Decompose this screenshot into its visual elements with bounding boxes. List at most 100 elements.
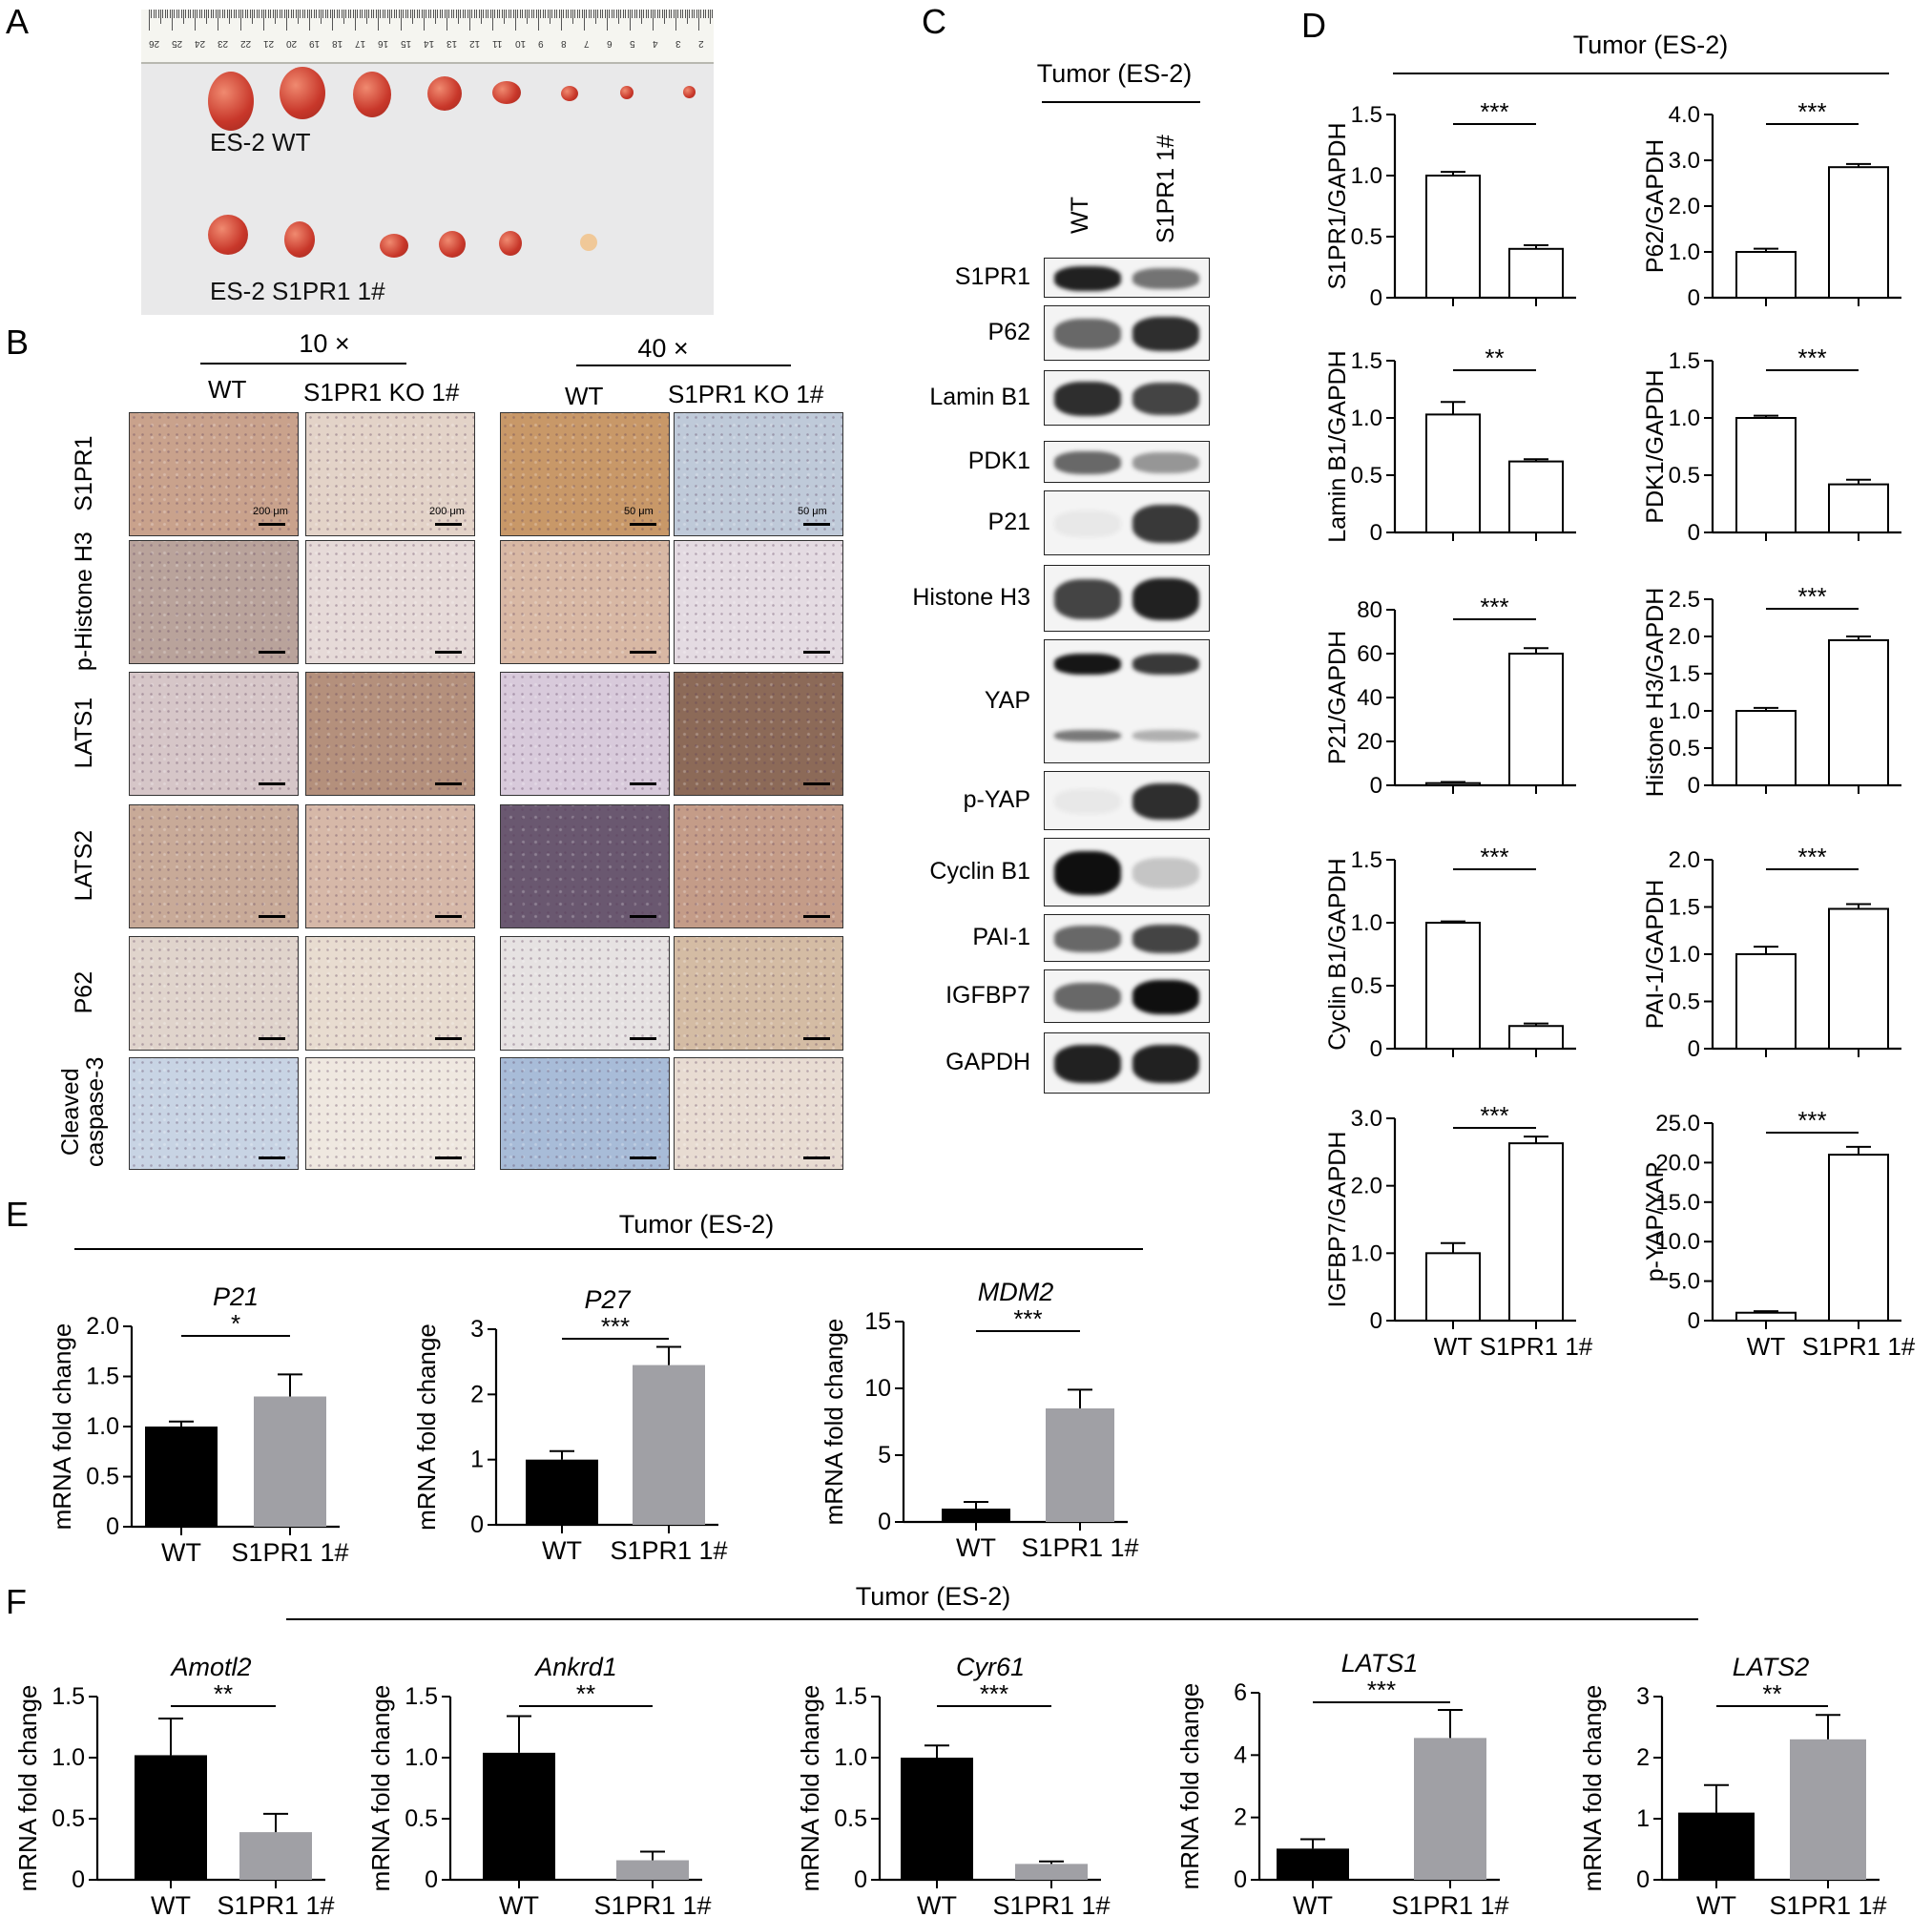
ruler-tick (339, 10, 341, 18)
chart-title-F5: LATS2 (1733, 1653, 1810, 1681)
ruler-tick (378, 10, 379, 31)
ihc-col-wt-40x: WT (565, 382, 604, 410)
bar-E3-1 (1046, 1408, 1114, 1522)
ruler-tick (450, 10, 452, 18)
blot-protein-label: IGFBP7 (945, 982, 1030, 1009)
ruler-tick (432, 10, 434, 18)
mag-line-40x (576, 365, 791, 366)
ruler-tick (306, 10, 308, 18)
ruler-tick (547, 10, 549, 18)
bar-F3-1 (1015, 1864, 1088, 1880)
panel-d-title: Tumor (ES-2) (1572, 31, 1729, 59)
ruler-tick (203, 10, 205, 18)
ruler-tick (444, 10, 446, 18)
ruler-tick (529, 10, 530, 18)
bar-D8-1 (1828, 907, 1889, 1050)
y-tick-label-F4: 4 (1234, 1741, 1247, 1768)
blot-title-line (1042, 101, 1200, 103)
ruler-tick (592, 10, 594, 18)
ruler-tick (290, 10, 292, 18)
ruler-tick (581, 10, 583, 18)
ruler-tick (476, 10, 478, 18)
y-label-F5: mRNA fold change (1578, 1685, 1607, 1892)
chart-title-F2: Ankrd1 (533, 1653, 617, 1681)
ruler-tick (622, 10, 624, 18)
ruler-tick (636, 10, 638, 18)
ruler-tick (151, 10, 153, 18)
ruler-tick (357, 10, 359, 18)
ruler-tick (172, 10, 173, 31)
ruler-tick (625, 10, 627, 18)
ruler-tick (362, 10, 364, 18)
y-tick-label-D7: 1.5 (1351, 847, 1382, 873)
ruler-tick (322, 10, 324, 18)
y-tick-label-D1: 0 (1370, 285, 1382, 311)
y-label-D9: IGFBP7/GAPDH (1324, 1132, 1351, 1308)
ruler-tick (215, 10, 217, 18)
y-tick-label-D10: 25.0 (1655, 1111, 1700, 1136)
y-tick-label-E1: 1.0 (86, 1413, 119, 1440)
sig-stars-D10: *** (1797, 1106, 1826, 1135)
ruler-tick (485, 10, 487, 18)
bar-F5-1 (1790, 1739, 1866, 1880)
ruler: 26 25 24 23 22 21 20 19 18 17 16 15 14 13 12 11 10 9 8 7 6 5 4… (141, 10, 714, 64)
tumor-wt-2 (280, 67, 325, 119)
ruler-tick (632, 10, 634, 18)
ruler-tick (540, 10, 542, 18)
sig-stars-F1: ** (214, 1679, 233, 1708)
ruler-tick (224, 10, 226, 18)
y-tick-label-F4: 6 (1234, 1679, 1247, 1706)
ruler-tick (364, 10, 365, 18)
blot-band (1132, 979, 1199, 1015)
ruler-tick (304, 10, 306, 18)
ruler-tick (607, 10, 608, 31)
y-tick-label-D2: 3.0 (1669, 148, 1700, 174)
blot-band (1132, 452, 1199, 473)
scale-bar (435, 523, 462, 526)
y-tick-label-F1: 1.5 (52, 1683, 85, 1710)
sig-stars-D4: *** (1797, 344, 1826, 372)
ruler-tick (293, 10, 295, 18)
ruler-tick (671, 10, 673, 18)
bar-F4-1 (1414, 1738, 1486, 1880)
sig-stars-E2: *** (601, 1312, 630, 1341)
bar-D9-1 (1508, 1142, 1564, 1322)
ruler-tick (213, 10, 215, 18)
scale-bar (630, 915, 656, 918)
x-tick-label-D10: WT (1747, 1332, 1786, 1361)
y-tick-label-D5: 60 (1357, 641, 1382, 667)
ruler-tick (510, 10, 512, 18)
ruler-tick (634, 10, 635, 18)
blot-protein-label: S1PR1 (954, 263, 1030, 290)
y-tick-label-D10: 5.0 (1669, 1269, 1700, 1295)
blot-band (1054, 450, 1121, 475)
ihc-image (500, 1057, 670, 1170)
y-tick-label-F4: 0 (1234, 1866, 1247, 1893)
ruler-tick (599, 10, 601, 18)
ruler-tick (183, 10, 184, 24)
bar-F1-0 (135, 1755, 207, 1880)
y-tick-label-F3: 0 (854, 1866, 867, 1893)
ruler-tick (574, 10, 576, 18)
sig-stars-F2: ** (576, 1679, 595, 1708)
ruler-tick (512, 10, 514, 18)
blot-strip (1044, 838, 1210, 906)
ruler-tick (702, 10, 704, 18)
y-tick-label-F2: 1.5 (405, 1683, 438, 1710)
y-tick-label-F1: 0.5 (52, 1805, 85, 1832)
blot-protein-label: PAI-1 (972, 924, 1030, 950)
y-tick-label-D7: 0 (1370, 1036, 1382, 1062)
ruler-tick (654, 10, 656, 18)
ihc-image (129, 804, 299, 928)
ruler-tick (398, 10, 400, 18)
ruler-tick (190, 10, 192, 18)
scale-label: 200 μm (429, 506, 465, 517)
ruler-tick (627, 10, 629, 18)
ruler-tick (231, 10, 233, 18)
y-tick-label-F5: 0 (1636, 1866, 1650, 1893)
scale-bar (435, 782, 462, 785)
y-tick-label-D8: 0.5 (1669, 990, 1700, 1015)
ruler-tick (178, 10, 180, 18)
chart-title-F4: LATS1 (1341, 1649, 1419, 1677)
ruler-tick (249, 10, 251, 18)
